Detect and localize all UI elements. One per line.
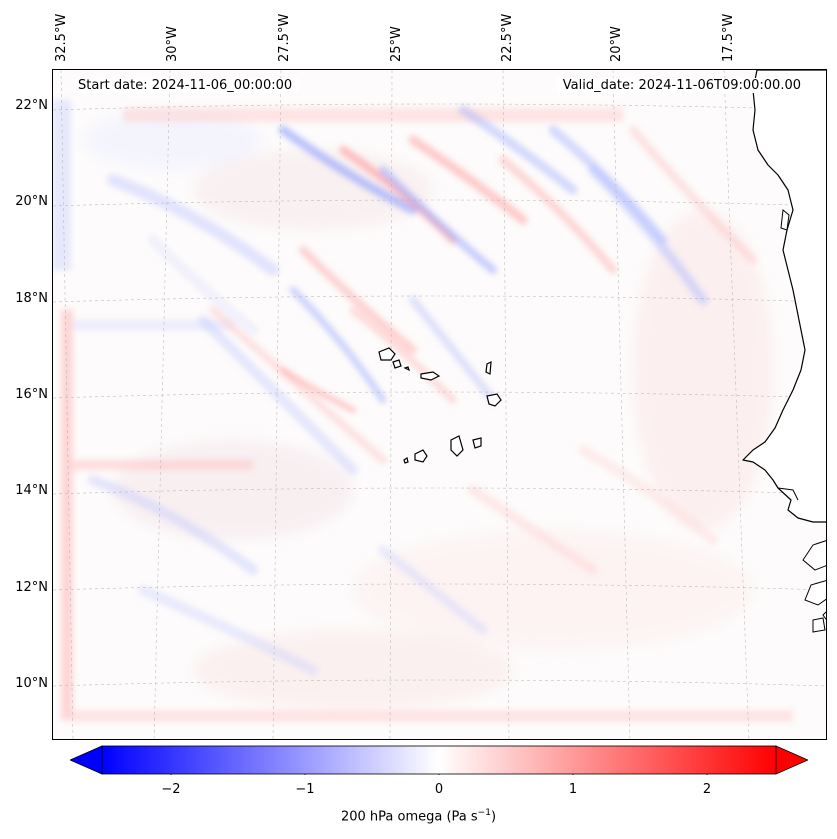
colorbar-tick-2: 2 xyxy=(702,782,712,797)
lon-label-27.5w: 27.5°W xyxy=(277,13,292,62)
africa-coastline xyxy=(742,70,826,523)
lat-label-12n: 12°N xyxy=(15,580,48,595)
start-date-text: Start date: 2024-11-06_00:00:00 xyxy=(72,78,299,93)
lon-label-20w: 20°W xyxy=(609,26,624,62)
cape-verde-islands xyxy=(378,347,502,464)
lat-label-16n: 16°N xyxy=(15,387,48,402)
lon-label-30w: 30°W xyxy=(165,26,180,62)
valid-date-text: Valid_date: 2024-11-06T09:00:00.00 xyxy=(556,78,807,93)
colorbar xyxy=(70,745,808,775)
colorbar-tick-1: 1 xyxy=(568,782,578,797)
omega-map xyxy=(52,69,827,740)
lon-label-22.5w: 22.5°W xyxy=(500,13,515,62)
lat-label-18n: 18°N xyxy=(15,291,48,306)
lon-label-32.5w: 32.5°W xyxy=(54,13,69,62)
colorbar-label-main: 200 hPa omega (Pa s xyxy=(340,809,478,825)
lon-label-25w: 25°W xyxy=(389,26,404,62)
colorbar-label-exponent: −1 xyxy=(477,808,491,818)
colorbar-extend-right xyxy=(775,745,808,775)
colorbar-label-end: ) xyxy=(490,809,497,825)
colorbar-label: 200 hPa omega (Pa s−1) xyxy=(0,808,837,824)
lat-label-14n: 14°N xyxy=(15,483,48,498)
lat-label-22n: 22°N xyxy=(15,98,48,113)
lat-label-20n: 20°N xyxy=(15,194,48,209)
colorbar-tick-0: 0 xyxy=(434,782,444,797)
colorbar-tick-neg1: −1 xyxy=(295,782,315,797)
lat-label-10n: 10°N xyxy=(15,676,48,691)
colorbar-tick-neg2: −2 xyxy=(161,782,181,797)
colorbar-extend-left xyxy=(70,745,103,775)
lon-label-17.5w: 17.5°W xyxy=(721,13,736,62)
omega-field xyxy=(53,70,826,739)
colorbar-body xyxy=(101,745,777,775)
graticule xyxy=(53,70,826,739)
